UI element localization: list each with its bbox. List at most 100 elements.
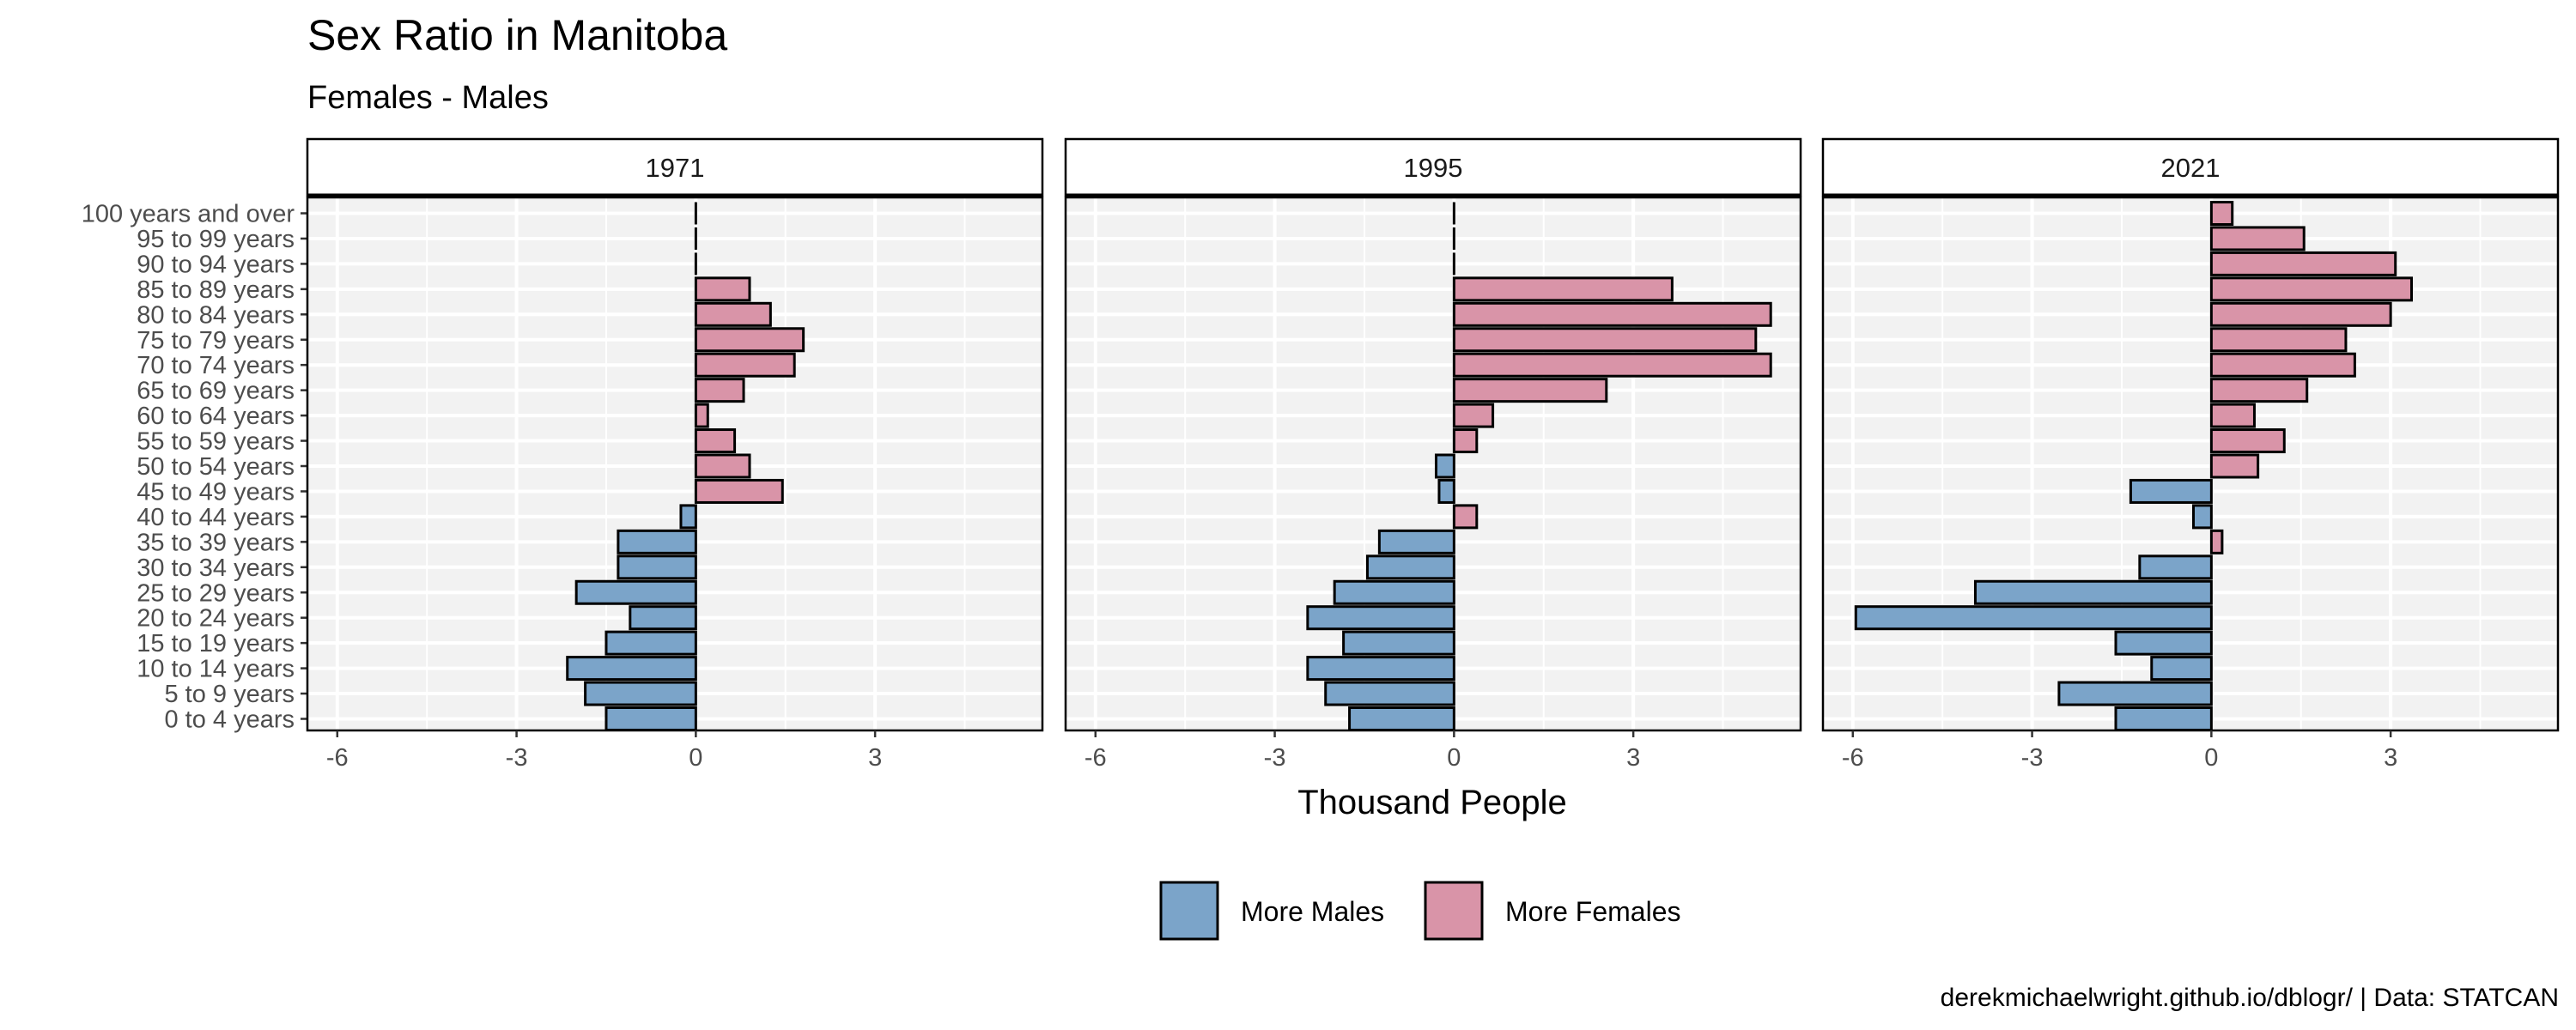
bar-1995-2 — [1306, 656, 1455, 682]
bar-1995-0 — [1348, 706, 1455, 731]
bar-1995-12 — [1452, 403, 1495, 428]
y-tick-label: 100 years and over — [82, 201, 295, 228]
x-tick-label: -6 — [326, 744, 349, 772]
legend-key-1 — [1424, 881, 1484, 941]
y-tick-label: 40 to 44 years — [137, 504, 295, 531]
bar-1971-1 — [584, 681, 697, 706]
x-tick-label: 0 — [1447, 744, 1461, 772]
x-tick-label: 0 — [689, 744, 702, 772]
y-tick-label: 35 to 39 years — [137, 529, 295, 556]
x-axis-label: Thousand People — [1297, 784, 1567, 821]
y-tick-label: 15 to 19 years — [137, 630, 295, 657]
bar-1995-3 — [1342, 630, 1455, 656]
bar-2021-17 — [2209, 276, 2413, 302]
legend-key-0 — [1159, 881, 1219, 941]
bar-1971-10 — [694, 453, 751, 479]
bar-1971-15 — [694, 327, 805, 353]
facet-strip-label: 1995 — [1404, 153, 1463, 183]
y-tick-label: 5 to 9 years — [164, 681, 295, 708]
x-tick-label: -3 — [2021, 744, 2044, 772]
bar-2021-0 — [2114, 706, 2213, 731]
bar-1995-9 — [1437, 478, 1455, 504]
bar-1995-4 — [1306, 605, 1455, 631]
y-tick-label: 25 to 29 years — [137, 579, 295, 607]
bar-2021-14 — [2209, 352, 2356, 378]
bar-2021-8 — [2191, 504, 2213, 530]
facet-panels: 1971 -6 -3 0 3 1995 -6 -3 0 3 2021 -6 -3 0 3 — [306, 137, 2560, 772]
y-tick-label: 60 to 64 years — [137, 403, 295, 430]
bar-1995-10 — [1434, 453, 1455, 479]
facet-panel-1971: 1971 -6 -3 0 3 — [306, 137, 1044, 772]
bar-1995-15 — [1452, 327, 1758, 353]
bar-2021-10 — [2209, 453, 2260, 479]
x-tick-label: -6 — [1842, 744, 1864, 772]
bar-1995-17 — [1452, 276, 1674, 302]
panel-border — [1064, 196, 1802, 732]
bar-2021-3 — [2114, 630, 2213, 656]
bar-1995-8 — [1452, 504, 1479, 530]
bar-2021-4 — [1854, 605, 2213, 631]
legend-label-1: More Females — [1505, 896, 1681, 927]
y-tick-label: 20 to 24 years — [137, 605, 295, 633]
bar-2021-16 — [2209, 301, 2392, 327]
bar-1971-12 — [694, 403, 709, 428]
bar-1971-16 — [694, 301, 772, 327]
y-tick-label: 65 to 69 years — [137, 378, 295, 405]
panel-border — [306, 196, 1044, 732]
x-tick-label: -3 — [506, 744, 528, 772]
bar-1971-0 — [605, 706, 697, 731]
facet-panel-1995: 1995 -6 -3 0 3 — [1064, 137, 1802, 772]
x-tick-label: 3 — [868, 744, 882, 772]
y-tick-label: 70 to 74 years — [137, 352, 295, 379]
y-tick-label: 50 to 54 years — [137, 453, 295, 481]
bar-1971-17 — [694, 276, 751, 302]
y-tick-label: 55 to 59 years — [137, 428, 295, 456]
bar-2021-2 — [2150, 656, 2213, 682]
bar-1995-7 — [1377, 529, 1455, 554]
facet-strip-label: 2021 — [2161, 153, 2221, 183]
y-tick-label: 85 to 89 years — [137, 276, 295, 304]
facet-strip — [1821, 137, 2560, 197]
bar-1971-4 — [629, 605, 697, 631]
bar-2021-11 — [2209, 428, 2286, 454]
bar-1971-5 — [574, 579, 697, 605]
legend: More Males More Females — [1159, 881, 1681, 941]
facet-strip-label: 1971 — [646, 153, 705, 183]
y-tick-label: 95 to 99 years — [137, 226, 295, 253]
bar-2021-18 — [2209, 251, 2397, 276]
facet-strip — [1064, 137, 1802, 197]
bar-1995-1 — [1324, 681, 1455, 706]
bar-1995-5 — [1333, 579, 1455, 605]
bar-1995-13 — [1452, 378, 1608, 403]
bar-1995-16 — [1452, 301, 1772, 327]
panel-border — [1821, 196, 2560, 732]
x-tick-label: -3 — [1264, 744, 1286, 772]
bar-1971-2 — [566, 656, 697, 682]
chart-title: Sex Ratio in Manitoba — [307, 11, 727, 59]
bar-2021-5 — [1973, 579, 2213, 605]
bar-1995-6 — [1365, 554, 1455, 580]
caption: derekmichaelwright.github.io/dblogr/ | D… — [1941, 984, 2559, 1012]
y-tick-label: 45 to 49 years — [137, 478, 295, 506]
x-tick-label: 3 — [2384, 744, 2397, 772]
facet-strip — [306, 137, 1044, 197]
bar-2021-13 — [2209, 378, 2309, 403]
y-tick-label: 30 to 34 years — [137, 554, 295, 582]
bar-2021-9 — [2129, 478, 2213, 504]
bar-1971-11 — [694, 428, 737, 454]
bar-2021-12 — [2209, 403, 2256, 428]
y-tick-label: 0 to 4 years — [164, 706, 295, 734]
bar-1995-11 — [1452, 428, 1479, 454]
bar-2021-6 — [2138, 554, 2213, 580]
legend-label-0: More Males — [1241, 896, 1384, 927]
bar-2021-7 — [2209, 529, 2224, 554]
y-tick-label: 90 to 94 years — [137, 251, 295, 278]
bar-2021-15 — [2209, 327, 2348, 353]
bar-2021-1 — [2057, 681, 2213, 706]
bar-1971-13 — [694, 378, 745, 403]
bar-1971-9 — [694, 478, 784, 504]
bar-2021-20 — [2209, 201, 2234, 226]
bar-1971-7 — [617, 529, 697, 554]
bar-1971-8 — [679, 504, 697, 530]
